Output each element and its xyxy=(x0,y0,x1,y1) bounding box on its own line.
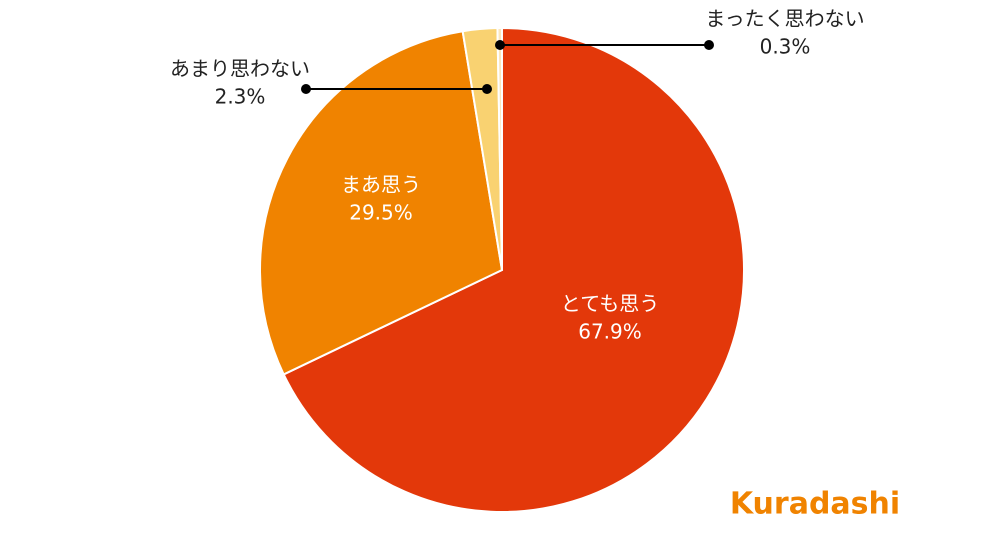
leader-dot xyxy=(704,40,714,50)
slice-value-label: 67.9% xyxy=(578,320,642,344)
slice-label: まあ思う xyxy=(341,173,421,197)
leader-dot xyxy=(482,84,492,94)
pie-slice xyxy=(259,30,504,376)
leader-dot xyxy=(301,84,311,94)
slice-value-label: 29.5% xyxy=(349,201,413,225)
slice-value-label: 0.3% xyxy=(760,35,811,59)
pie-slice xyxy=(496,26,503,271)
slice-label: あまり思わない xyxy=(170,57,310,81)
leader-dot xyxy=(495,40,505,50)
pie-slice xyxy=(282,26,745,513)
slice-label: まったく思わない xyxy=(705,7,864,31)
slice-label: とても思う xyxy=(561,292,659,316)
slice-value-label: 2.3% xyxy=(215,85,266,109)
logo: Kuradashi xyxy=(730,487,900,522)
